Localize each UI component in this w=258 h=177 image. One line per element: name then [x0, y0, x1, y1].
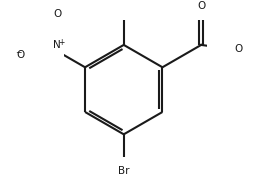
- Text: N: N: [53, 40, 61, 50]
- Text: O: O: [16, 50, 24, 60]
- Text: Br: Br: [118, 166, 130, 176]
- Text: O: O: [197, 1, 205, 11]
- Text: +: +: [58, 38, 64, 47]
- Text: −: −: [15, 48, 22, 57]
- Text: O: O: [53, 9, 61, 19]
- Text: O: O: [234, 44, 242, 54]
